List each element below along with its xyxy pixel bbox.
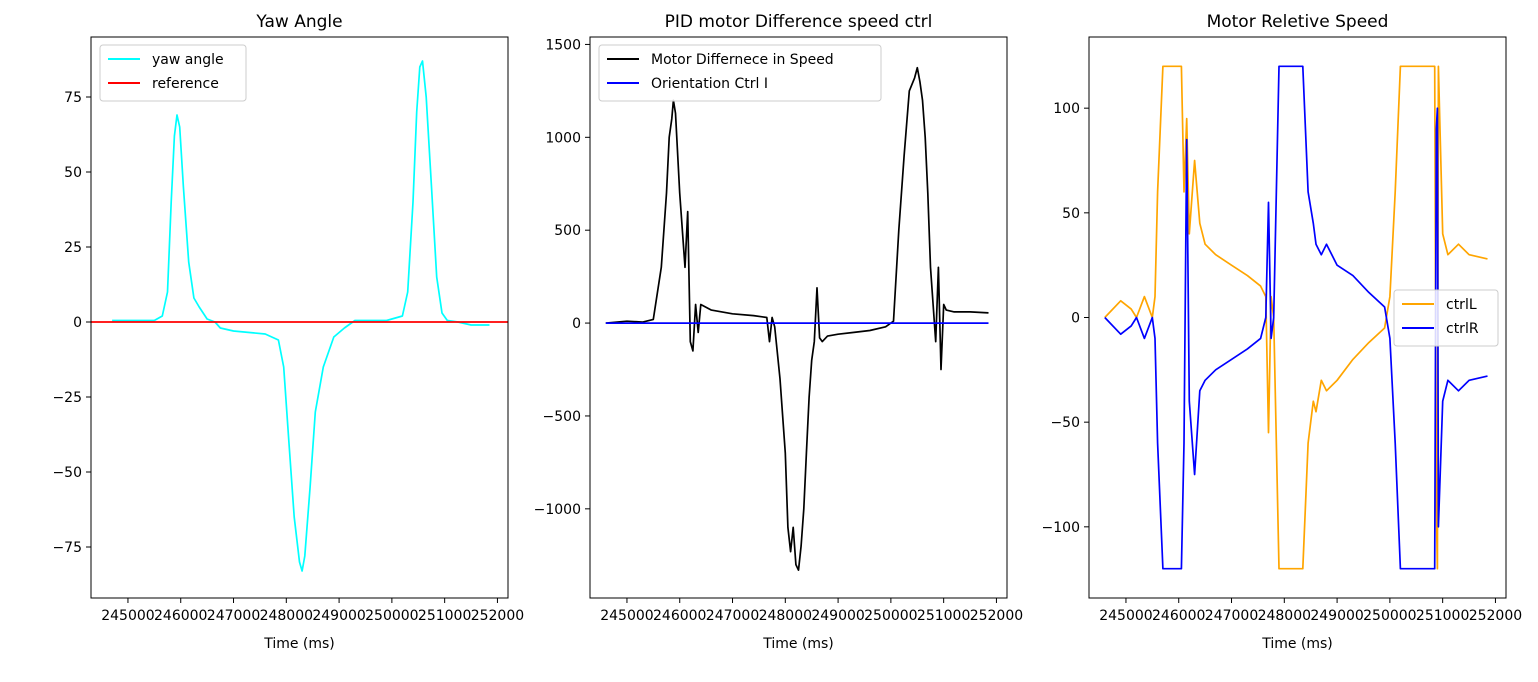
- y-tick-label: −25: [52, 390, 82, 406]
- x-tick-label: 248000: [260, 608, 313, 624]
- legend-label: ctrlR: [1446, 321, 1479, 337]
- y-tick-label: 1000: [545, 130, 581, 146]
- x-tick-label: 245000: [600, 608, 653, 624]
- y-tick-label: −75: [52, 540, 82, 556]
- x-tick-label: 249000: [811, 608, 864, 624]
- x-tick-label: 251000: [418, 608, 471, 624]
- legend-label: reference: [152, 76, 219, 92]
- y-tick-label: 0: [572, 316, 581, 332]
- x-tick-label: 252000: [970, 608, 1023, 624]
- legend: Motor Differnece in Speed Orientation Ctr…: [598, 44, 882, 102]
- axes-frame: [90, 36, 509, 599]
- legend-label: yaw angle: [152, 52, 224, 68]
- y-tick-label: −1000: [534, 502, 581, 518]
- series-line-motor-differnece-in-speed: [605, 66, 989, 571]
- y-tick-label: 75: [64, 90, 82, 106]
- y-tick-label: 100: [1053, 101, 1080, 117]
- legend-box: [598, 44, 882, 102]
- x-tick-label: 247000: [207, 608, 260, 624]
- legend: ctrlL ctrlR: [1393, 289, 1499, 347]
- legend: yaw angle reference: [99, 44, 247, 102]
- x-tick-label: 246000: [154, 608, 207, 624]
- series-line-ctrll: [1104, 65, 1488, 570]
- x-axis-label: Time (ms): [1261, 636, 1333, 652]
- x-tick-label: 251000: [917, 608, 970, 624]
- y-tick-label: 500: [554, 223, 581, 239]
- x-tick-label: 245000: [1099, 608, 1152, 624]
- axes-frame: [589, 36, 1008, 599]
- x-tick-label: 251000: [1416, 608, 1469, 624]
- x-tick-label: 247000: [706, 608, 759, 624]
- chart-title: PID motor Difference speed ctrl: [665, 12, 933, 32]
- y-tick-label: 50: [64, 165, 82, 181]
- y-tick-label: 0: [1071, 311, 1080, 327]
- x-axis-label: Time (ms): [762, 636, 834, 652]
- y-tick-label: −50: [52, 465, 82, 481]
- x-tick-label: 246000: [1152, 608, 1205, 624]
- chart-panel-2: PID motor Difference speed ctrl 245000 246…: [534, 12, 1024, 652]
- series-line-yaw-angle: [112, 60, 490, 572]
- y-tick-label: −500: [543, 409, 581, 425]
- legend-label: ctrlL: [1446, 297, 1477, 313]
- x-tick-label: 245000: [101, 608, 154, 624]
- x-tick-label: 247000: [1205, 608, 1258, 624]
- chart-title: Yaw Angle: [255, 12, 342, 32]
- x-tick-label: 250000: [1363, 608, 1416, 624]
- x-tick-label: 252000: [1469, 608, 1522, 624]
- y-tick-label: 0: [73, 315, 82, 331]
- x-tick-label: 250000: [864, 608, 917, 624]
- series-line-ctrlr: [1104, 65, 1488, 570]
- x-tick-label: 252000: [471, 608, 524, 624]
- y-tick-label: −100: [1042, 520, 1080, 536]
- series-group: [605, 66, 989, 571]
- x-tick-label: 249000: [1310, 608, 1363, 624]
- x-tick-label: 249000: [312, 608, 365, 624]
- series-group: [91, 60, 508, 572]
- x-tick-label: 248000: [1258, 608, 1311, 624]
- y-tick-label: 50: [1062, 206, 1080, 222]
- x-axis-label: Time (ms): [263, 636, 335, 652]
- x-tick-label: 246000: [653, 608, 706, 624]
- y-tick-label: 1500: [545, 37, 581, 53]
- legend-label: Motor Differnece in Speed: [651, 52, 834, 68]
- x-tick-label: 250000: [365, 608, 418, 624]
- chart-title: Motor Reletive Speed: [1207, 12, 1389, 32]
- x-tick-label: 248000: [759, 608, 812, 624]
- legend-label: Orientation Ctrl I: [651, 76, 768, 92]
- series-group: [1104, 65, 1488, 570]
- y-tick-label: 25: [64, 240, 82, 256]
- y-tick-label: −50: [1050, 415, 1080, 431]
